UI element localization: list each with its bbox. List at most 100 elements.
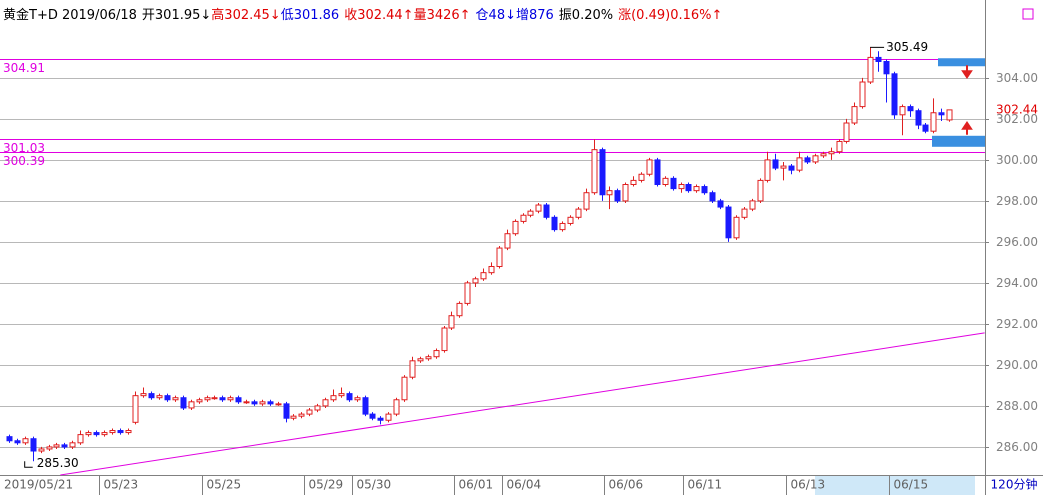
candle-body bbox=[140, 393, 147, 397]
candle-body bbox=[662, 177, 669, 186]
y-tick-label: 300.00 bbox=[996, 153, 1038, 167]
candle-body bbox=[788, 165, 795, 171]
header-item: 涨(0.49)0.16%↑ bbox=[618, 8, 722, 23]
candle-body bbox=[575, 208, 582, 218]
candle-body bbox=[907, 106, 914, 112]
candle-body bbox=[504, 233, 511, 249]
y-tick-label: 298.00 bbox=[996, 194, 1038, 208]
candle-body bbox=[267, 401, 274, 405]
candle-body bbox=[441, 327, 448, 352]
candle-body bbox=[915, 110, 922, 126]
candle-body bbox=[298, 413, 305, 417]
candle-body bbox=[520, 214, 527, 222]
y-tick-label: 292.00 bbox=[996, 317, 1038, 331]
candle-body bbox=[6, 436, 13, 442]
candle-body bbox=[425, 356, 432, 360]
candle-body bbox=[61, 444, 68, 448]
candle-body bbox=[741, 208, 748, 218]
x-tick-label: 06/13 bbox=[791, 478, 826, 492]
candle-body bbox=[211, 397, 218, 400]
min-label: 285.30 bbox=[37, 456, 79, 470]
header-item: 仓48↓增876 bbox=[476, 8, 554, 23]
candle-body bbox=[164, 395, 171, 401]
candle-body bbox=[101, 432, 108, 436]
candle-body bbox=[654, 159, 661, 186]
candle-body bbox=[188, 401, 195, 409]
candle-body bbox=[172, 397, 179, 401]
candle-body bbox=[69, 442, 76, 448]
candle-body bbox=[306, 409, 313, 415]
candle-body bbox=[401, 376, 408, 401]
alert-arrow bbox=[961, 120, 973, 135]
candle-body bbox=[385, 413, 392, 421]
candle-body bbox=[259, 401, 266, 405]
header-item: 低301.86 bbox=[281, 8, 340, 23]
candle-body bbox=[685, 184, 692, 192]
candle-body bbox=[330, 395, 337, 401]
candle-body bbox=[125, 430, 132, 434]
candle-body bbox=[757, 179, 764, 202]
candle-body bbox=[283, 403, 290, 419]
candle-body bbox=[196, 399, 203, 403]
candle-body bbox=[796, 157, 803, 171]
y-tick-label: 296.00 bbox=[996, 235, 1038, 249]
candle-body bbox=[496, 247, 503, 268]
candle-body bbox=[764, 159, 771, 181]
candle-body bbox=[946, 109, 953, 121]
x-tick-label: 06/04 bbox=[507, 478, 542, 492]
candle-body bbox=[725, 206, 732, 239]
candle-body bbox=[377, 417, 384, 421]
corner-box[interactable] bbox=[1022, 8, 1034, 20]
candle-body bbox=[678, 184, 685, 190]
candle-body bbox=[930, 112, 937, 132]
header-item: 高302.45↓ bbox=[211, 7, 280, 23]
y-tick-label: 288.00 bbox=[996, 399, 1038, 413]
candle-body bbox=[22, 438, 29, 444]
candle-body bbox=[235, 397, 242, 403]
candle-body bbox=[922, 124, 929, 132]
candle-body bbox=[362, 397, 369, 415]
level-label: 301.03 bbox=[3, 141, 45, 155]
candle-body bbox=[875, 56, 882, 63]
candle-body bbox=[614, 190, 621, 202]
candle-body bbox=[219, 397, 226, 401]
level-label: 300.39 bbox=[3, 154, 45, 168]
candle-body bbox=[472, 278, 479, 284]
candle-body bbox=[322, 399, 329, 407]
candle-body bbox=[551, 216, 558, 231]
candle-body bbox=[883, 61, 890, 75]
candle-body bbox=[290, 415, 297, 419]
alert-marker bbox=[932, 135, 985, 147]
candle-body bbox=[527, 210, 534, 216]
candle-body bbox=[77, 434, 84, 444]
candle-body bbox=[599, 149, 606, 196]
candle-body bbox=[804, 157, 811, 163]
x-tick-label: 05/30 bbox=[357, 478, 392, 492]
y-tick-label: 286.00 bbox=[996, 440, 1038, 454]
level-label: 304.91 bbox=[3, 61, 45, 75]
candle-body bbox=[346, 393, 353, 401]
y-tick-label: 304.00 bbox=[996, 71, 1038, 85]
candle-body bbox=[464, 282, 471, 304]
candle-body bbox=[132, 395, 139, 423]
candle-body bbox=[30, 438, 37, 452]
candle-body bbox=[583, 192, 590, 210]
candle-body bbox=[512, 220, 519, 235]
candle-body bbox=[606, 190, 613, 196]
candle-body bbox=[488, 266, 495, 274]
candle-body bbox=[780, 165, 787, 169]
x-tick-label: 2019/05/21 bbox=[4, 478, 73, 492]
candle-body bbox=[670, 177, 677, 190]
candle-body bbox=[638, 173, 645, 181]
candle-body bbox=[53, 444, 60, 448]
candle-body bbox=[646, 159, 653, 175]
candle-body bbox=[338, 393, 345, 397]
candle-body bbox=[820, 153, 827, 157]
candle-body bbox=[117, 430, 124, 434]
x-tick-label: 06/11 bbox=[688, 478, 723, 492]
candle-body bbox=[93, 432, 100, 436]
candle-body bbox=[156, 395, 163, 399]
y-tick-label: 290.00 bbox=[996, 358, 1038, 372]
